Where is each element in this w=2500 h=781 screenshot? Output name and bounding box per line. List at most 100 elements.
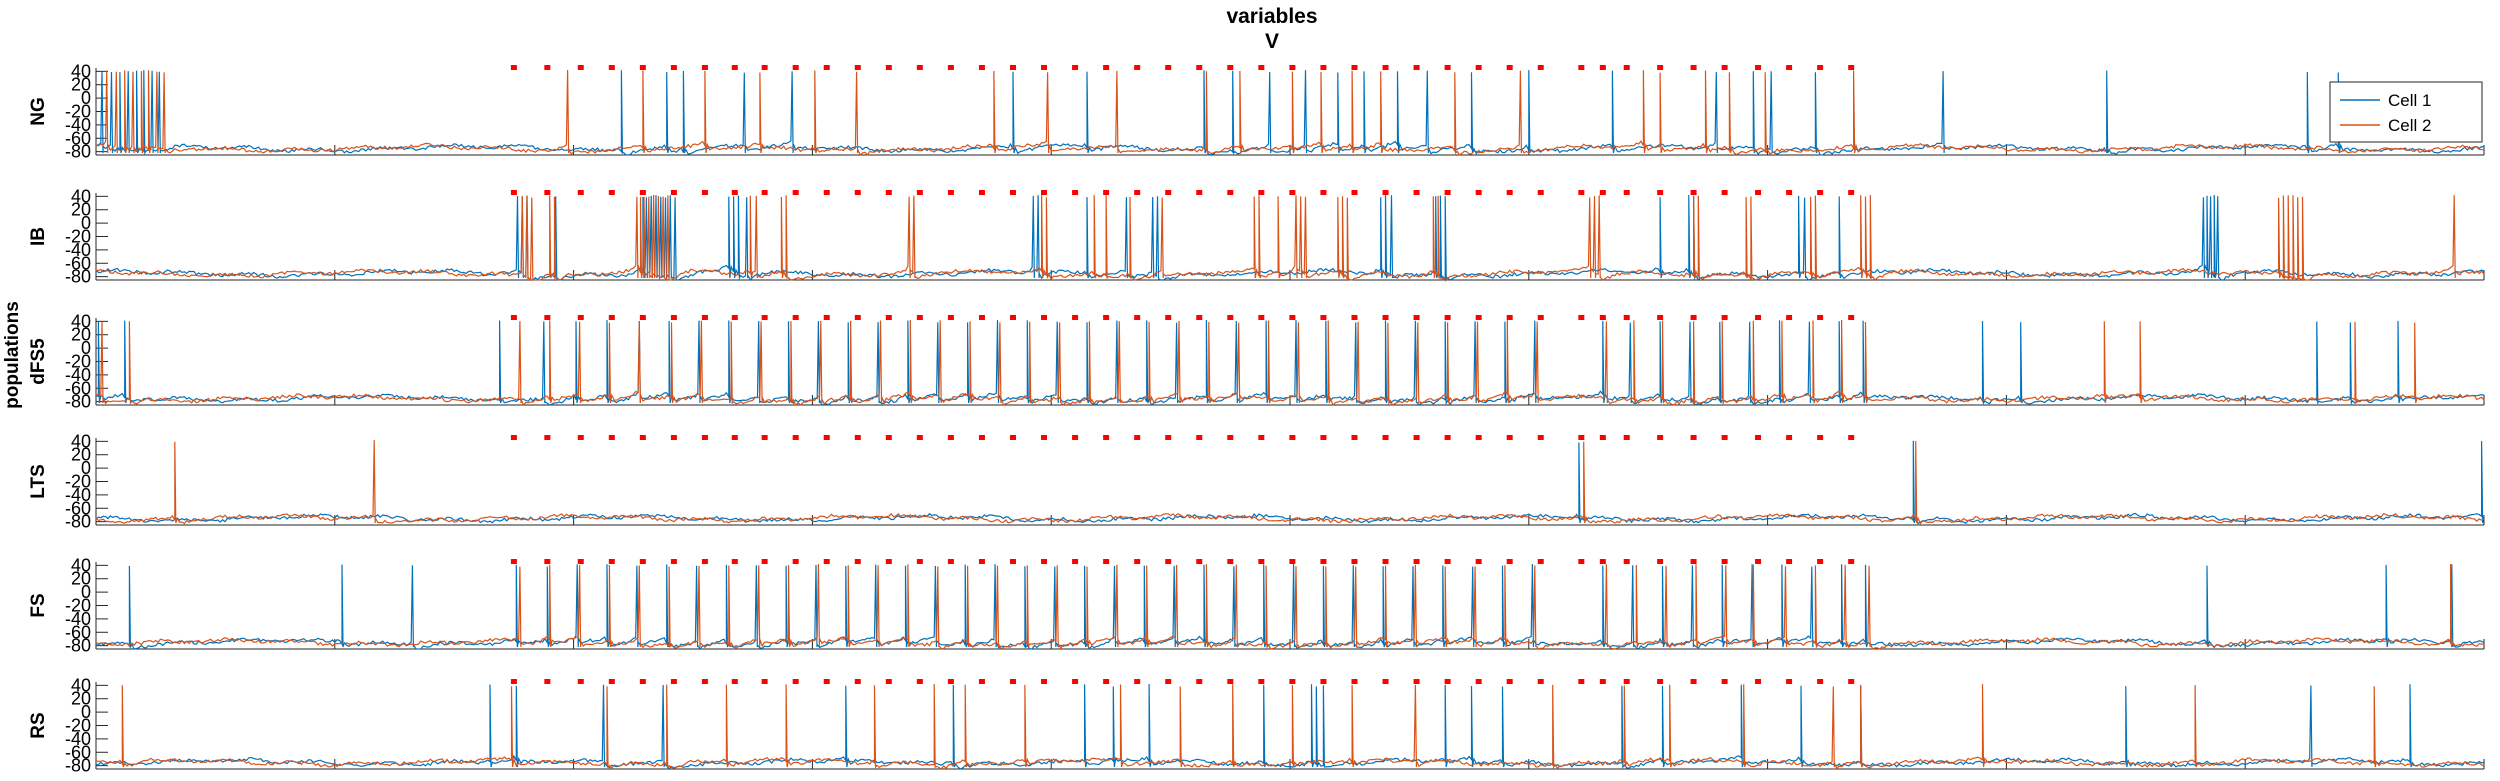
stim-marker xyxy=(544,435,551,440)
stim-marker xyxy=(1657,65,1664,70)
stim-marker xyxy=(1165,679,1172,684)
stim-marker xyxy=(978,435,985,440)
stim-marker xyxy=(1258,190,1265,195)
trace-cell-2 xyxy=(95,194,2485,282)
stim-marker xyxy=(947,190,954,195)
stim-marker xyxy=(731,435,738,440)
stim-marker xyxy=(577,65,584,70)
stim-marker xyxy=(1690,315,1697,320)
stim-marker xyxy=(701,679,708,684)
y-tick-label: 0 xyxy=(81,338,91,358)
y-tick-label: 40 xyxy=(71,431,91,451)
trace-cell-1 xyxy=(95,683,2485,770)
y-tick-label: 20 xyxy=(71,75,91,95)
stim-marker xyxy=(1599,435,1606,440)
stim-marker xyxy=(761,435,768,440)
y-tick-label: -40 xyxy=(65,729,91,749)
stim-marker xyxy=(1227,679,1234,684)
y-tick-label: 20 xyxy=(71,689,91,709)
panel-label-fs: FS xyxy=(28,593,49,617)
stim-marker xyxy=(1258,315,1265,320)
stim-marker xyxy=(1041,679,1048,684)
stim-marker xyxy=(1041,315,1048,320)
stim-marker xyxy=(731,190,738,195)
stim-marker xyxy=(1227,559,1234,564)
stim-marker xyxy=(1382,559,1389,564)
stim-marker xyxy=(1623,435,1630,440)
stim-marker xyxy=(1320,190,1327,195)
stim-marker xyxy=(544,190,551,195)
stim-marker xyxy=(916,559,923,564)
stim-marker xyxy=(1817,190,1824,195)
stim-marker xyxy=(1072,65,1079,70)
trace-cell-1 xyxy=(95,563,2485,650)
stim-marker xyxy=(1413,190,1420,195)
stim-marker xyxy=(1134,65,1141,70)
stim-marker xyxy=(1657,559,1664,564)
stim-marker xyxy=(1382,65,1389,70)
stim-marker xyxy=(854,559,861,564)
stim-marker xyxy=(1657,190,1664,195)
y-tick-label: 0 xyxy=(81,582,91,602)
stim-marker xyxy=(670,315,677,320)
stim-marker xyxy=(1444,65,1451,70)
stim-marker xyxy=(608,190,615,195)
trace-cell-1 xyxy=(95,319,2485,406)
stim-marker xyxy=(544,315,551,320)
y-tick-label: -60 xyxy=(65,498,91,518)
stim-marker xyxy=(1382,679,1389,684)
legend-entry: Cell 1 xyxy=(2388,91,2431,110)
stim-marker xyxy=(1786,315,1793,320)
y-tick-label: -40 xyxy=(65,240,91,260)
panel-label-ib: IB xyxy=(28,227,49,246)
y-tick-label: -20 xyxy=(65,102,91,122)
stim-marker xyxy=(639,65,646,70)
stim-marker xyxy=(1690,435,1697,440)
x-tick-label: 2000 xyxy=(2463,779,2500,781)
stim-marker xyxy=(1041,190,1048,195)
stim-marker xyxy=(510,65,517,70)
stim-marker xyxy=(1134,315,1141,320)
stim-marker xyxy=(1817,679,1824,684)
stim-marker xyxy=(792,315,799,320)
stim-marker xyxy=(978,315,985,320)
stim-marker xyxy=(1134,435,1141,440)
stim-marker xyxy=(1623,559,1630,564)
stim-marker xyxy=(854,315,861,320)
stim-marker xyxy=(916,315,923,320)
stim-marker xyxy=(1537,315,1544,320)
stim-marker xyxy=(1721,315,1728,320)
y-tick-label: 0 xyxy=(81,213,91,233)
stim-marker xyxy=(1506,559,1513,564)
stim-marker xyxy=(639,679,646,684)
x-axis: 0 200 400 600 800 1000 1200 1400 1600 1800 2000 xyxy=(91,779,2500,781)
stim-marker xyxy=(1817,65,1824,70)
stim-marker xyxy=(761,65,768,70)
stim-marker xyxy=(1721,679,1728,684)
stim-marker xyxy=(1320,65,1327,70)
stim-marker xyxy=(1537,435,1544,440)
stim-marker xyxy=(1289,679,1296,684)
y-tick-label: 40 xyxy=(71,675,91,695)
stim-marker xyxy=(1690,190,1697,195)
stim-marker xyxy=(1444,559,1451,564)
stim-marker xyxy=(670,190,677,195)
stim-marker xyxy=(577,679,584,684)
y-tick-label: 40 xyxy=(71,61,91,81)
stim-marker xyxy=(1227,190,1234,195)
stim-marker xyxy=(1444,679,1451,684)
stim-marker xyxy=(1165,435,1172,440)
stim-marker xyxy=(761,315,768,320)
stim-marker xyxy=(608,65,615,70)
stim-marker xyxy=(731,65,738,70)
stim-marker xyxy=(916,190,923,195)
stim-marker xyxy=(544,679,551,684)
x-tick-label: 1800 xyxy=(2224,779,2266,781)
stim-marker xyxy=(1690,679,1697,684)
stim-marker xyxy=(639,435,646,440)
legend-box xyxy=(2329,81,2483,143)
stim-marker xyxy=(1103,679,1110,684)
stim-marker xyxy=(1258,679,1265,684)
